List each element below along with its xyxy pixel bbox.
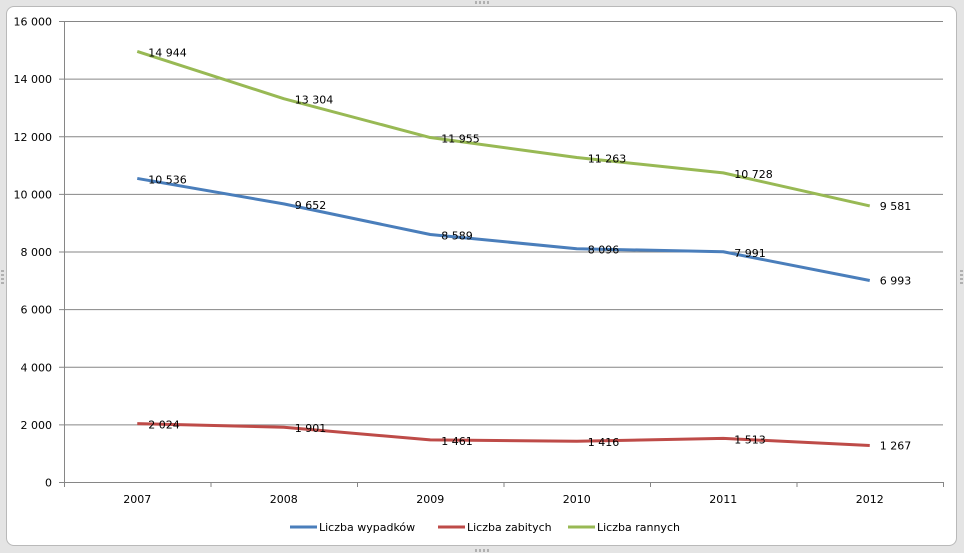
y-tick-label: 0 xyxy=(45,477,52,490)
x-axis-ticks: 2007 2008 2009 2010 2011 2012 xyxy=(64,482,944,506)
series-line-3 xyxy=(136,49,871,208)
data-label: 9 652 xyxy=(295,199,327,212)
y-axis-ticks: 0 2 000 4 000 6 000 8 000 10 000 12 000 14 000 1… xyxy=(14,16,64,490)
data-label: 1 416 xyxy=(588,436,620,449)
legend-label: Liczba rannych xyxy=(597,521,680,534)
y-tick-label: 8 000 xyxy=(21,246,53,259)
y-tick-label: 4 000 xyxy=(21,361,53,374)
x-tick-label: 2008 xyxy=(270,493,298,506)
data-label: 1 513 xyxy=(734,433,766,446)
right-resize-handle[interactable] xyxy=(960,270,963,284)
chart-area xyxy=(6,6,957,546)
data-label: 8 096 xyxy=(588,244,620,257)
y-tick-label: 10 000 xyxy=(14,188,53,201)
data-label: 8 589 xyxy=(441,230,473,243)
gridlines xyxy=(64,21,943,426)
series-lines xyxy=(136,49,871,447)
legend-label: Liczba wypadków xyxy=(319,521,415,534)
data-label: 10 536 xyxy=(148,173,187,186)
data-label: 11 263 xyxy=(588,152,627,165)
data-label: 9 581 xyxy=(880,200,912,213)
y-tick-label: 6 000 xyxy=(21,304,53,317)
legend: Liczba wypadków Liczba zabitych Liczba ran… xyxy=(290,521,680,534)
series-line-2 xyxy=(137,422,870,447)
x-tick-label: 2010 xyxy=(563,493,591,506)
data-label: 14 944 xyxy=(148,46,187,59)
data-label: 7 991 xyxy=(734,247,766,260)
x-tick-label: 2011 xyxy=(709,493,737,506)
bottom-resize-handle[interactable] xyxy=(475,549,489,552)
y-tick-label: 16 000 xyxy=(14,16,53,29)
x-tick-label: 2012 xyxy=(856,493,884,506)
data-label: 11 955 xyxy=(441,133,480,146)
y-tick-label: 12 000 xyxy=(14,131,53,144)
x-tick-label: 2009 xyxy=(416,493,444,506)
data-label: 1 461 xyxy=(441,435,473,448)
legend-label: Liczba zabitych xyxy=(467,521,552,534)
x-tick-label: 2007 xyxy=(123,493,151,506)
data-label: 10 728 xyxy=(734,168,773,181)
left-resize-handle[interactable] xyxy=(1,270,4,284)
data-label: 1 267 xyxy=(880,439,912,452)
y-tick-label: 2 000 xyxy=(21,419,53,432)
data-label: 1 901 xyxy=(295,422,327,435)
series-line-1 xyxy=(136,176,871,282)
data-label: 13 304 xyxy=(295,94,334,107)
data-label: 6 993 xyxy=(880,275,912,288)
data-label: 2 024 xyxy=(148,419,180,432)
y-tick-label: 14 000 xyxy=(14,73,53,86)
data-labels: 10 536 9 652 8 589 8 096 7 991 6 993 2 024 1 90… xyxy=(148,46,911,452)
top-resize-handle[interactable] xyxy=(475,1,489,4)
